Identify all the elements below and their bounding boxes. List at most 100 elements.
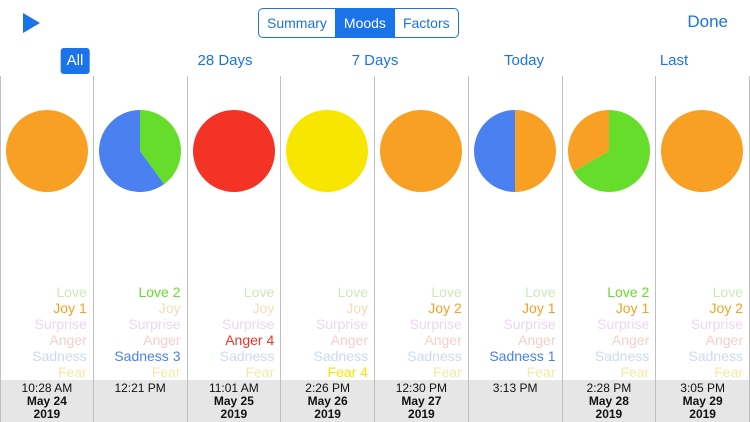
mood-entry-column[interactable]: Love Joy 1 Surprise Anger Sadness 1 Fear bbox=[469, 76, 563, 380]
filter-7-days[interactable]: 7 Days bbox=[351, 52, 399, 69]
mood-pie-chart bbox=[98, 110, 181, 192]
entry-year: 2019 bbox=[220, 407, 248, 421]
mood-label-sadness: Sadness bbox=[32, 348, 87, 364]
mood-label-anger: Anger bbox=[518, 332, 556, 348]
filter-today[interactable]: Today bbox=[503, 52, 545, 69]
mood-label-list: Love 2 Joy 1 Surprise Anger Sadness Fear bbox=[595, 284, 649, 380]
mood-label-sadness: Sadness bbox=[407, 348, 462, 364]
mood-label-fear: Fear bbox=[432, 364, 462, 380]
filter-all[interactable]: All bbox=[60, 48, 90, 74]
mood-label-fear: Fear bbox=[57, 364, 87, 380]
mood-label-love: Love bbox=[56, 284, 87, 300]
mood-label-love: Love 2 bbox=[607, 284, 650, 300]
mood-label-surprise: Surprise bbox=[690, 316, 743, 332]
pie-slice-love bbox=[572, 110, 650, 192]
mood-entry-column[interactable]: Love 2 Joy Surprise Anger Sadness 3 Fear bbox=[94, 76, 188, 380]
mood-label-fear: Fear bbox=[151, 364, 181, 380]
entry-date: May 27 bbox=[401, 394, 442, 408]
entry-time: 10:28 AM bbox=[21, 381, 73, 395]
mood-label-love: Love bbox=[712, 284, 743, 300]
mood-label-sadness: Sadness 3 bbox=[114, 348, 181, 364]
entry-date: May 24 bbox=[26, 394, 67, 408]
pie-slice-joy bbox=[567, 110, 609, 172]
filter-last[interactable]: Last bbox=[659, 52, 689, 69]
mood-label-list: Love Joy 1 Surprise Anger Sadness Fear bbox=[32, 284, 86, 380]
pie-slice-joy bbox=[514, 110, 556, 192]
mood-label-love: Love bbox=[243, 284, 275, 300]
mood-pie-chart bbox=[192, 110, 275, 192]
mood-label-fear: Fear bbox=[714, 364, 743, 380]
entry-datetime-cell: 11:01 AM May 25 2019 bbox=[188, 380, 282, 422]
mood-label-anger: Anger bbox=[705, 332, 743, 348]
mood-label-sadness: Sadness 1 bbox=[489, 348, 556, 364]
entry-datetime-cell: 3:13 PM bbox=[469, 380, 563, 422]
mood-label-list: Love Joy 2 Surprise Anger Sadness Fear bbox=[407, 284, 461, 380]
mood-entry-column[interactable]: Love 2 Joy 1 Surprise Anger Sadness Fear bbox=[563, 76, 657, 380]
mood-label-joy: Joy 1 bbox=[522, 300, 556, 316]
mood-label-list: Love Joy Surprise Anger Sadness Fear 4 bbox=[314, 284, 368, 380]
mood-entry-column[interactable]: Love Joy 2 Surprise Anger Sadness Fear bbox=[375, 76, 469, 380]
mood-label-sadness: Sadness bbox=[219, 348, 275, 364]
mood-pie-chart bbox=[6, 110, 88, 192]
pie-slice-sadness bbox=[98, 110, 164, 192]
mood-label-anger: Anger 4 bbox=[225, 332, 275, 348]
mood-entry-column[interactable]: Love Joy Surprise Anger Sadness Fear 4 bbox=[281, 76, 375, 380]
mood-pie-chart bbox=[380, 110, 462, 192]
mood-label-surprise: Surprise bbox=[34, 316, 87, 332]
mood-pie-chart bbox=[661, 110, 744, 192]
entry-date-footer: 10:28 AM May 24 2019 12:21 PM 11:01 AM May 25… bbox=[0, 380, 750, 422]
entry-datetime-cell: 3:05 PM May 29 2019 bbox=[656, 380, 750, 422]
mood-label-sadness: Sadness bbox=[688, 348, 743, 364]
mood-label-list: Love Joy Surprise Anger 4 Sadness Fear bbox=[220, 284, 274, 380]
done-button[interactable]: Done bbox=[687, 12, 728, 31]
entry-datetime-cell: 12:21 PM bbox=[94, 380, 188, 422]
entry-date: May 28 bbox=[588, 394, 629, 408]
entry-time: 3:05 PM bbox=[680, 381, 725, 395]
entry-year: 2019 bbox=[689, 407, 716, 421]
pie-slice-anger bbox=[192, 110, 275, 192]
entry-year: 2019 bbox=[33, 407, 61, 421]
mood-label-list: Love 2 Joy Surprise Anger Sadness 3 Fear bbox=[114, 284, 180, 380]
pie-slice-sadness bbox=[473, 110, 515, 192]
filter-28-days[interactable]: 28 Days bbox=[197, 52, 253, 69]
entry-datetime-cell: 10:28 AM May 24 2019 bbox=[0, 380, 94, 422]
play-icon[interactable] bbox=[20, 12, 42, 34]
mood-label-joy: Joy 1 bbox=[615, 300, 650, 316]
mood-pie-chart bbox=[567, 110, 650, 192]
mood-entry-column[interactable]: Love Joy 1 Surprise Anger Sadness Fear bbox=[0, 76, 94, 380]
entry-time: 2:26 PM bbox=[305, 381, 350, 395]
entry-time: 11:01 AM bbox=[208, 381, 259, 395]
entry-year: 2019 bbox=[595, 407, 623, 421]
entry-datetime-cell: 2:26 PM May 26 2019 bbox=[281, 380, 375, 422]
mood-label-anger: Anger bbox=[143, 332, 181, 348]
mood-label-surprise: Surprise bbox=[315, 316, 368, 332]
entry-datetime-cell: 2:28 PM May 28 2019 bbox=[563, 380, 657, 422]
segment-factors[interactable]: Factors bbox=[402, 15, 450, 31]
mood-label-love: Love 2 bbox=[138, 284, 181, 300]
mood-label-surprise: Surprise bbox=[503, 316, 556, 332]
entry-time: 12:30 PM bbox=[395, 381, 448, 395]
mood-label-love: Love bbox=[431, 284, 462, 300]
mood-label-joy: Joy 1 bbox=[53, 300, 87, 316]
entry-date: May 29 bbox=[682, 394, 723, 408]
mood-entry-column[interactable]: Love Joy Surprise Anger 4 Sadness Fear bbox=[188, 76, 282, 380]
mood-label-love: Love bbox=[337, 284, 368, 300]
entry-time: 2:28 PM bbox=[586, 381, 632, 395]
pie-slice-joy bbox=[380, 110, 462, 192]
entry-datetime-cell: 12:30 PM May 27 2019 bbox=[375, 380, 469, 422]
segment-summary[interactable]: Summary bbox=[259, 9, 336, 37]
mood-entry-column[interactable]: Love Joy 2 Surprise Anger Sadness Fear bbox=[656, 76, 750, 380]
mood-label-anger: Anger bbox=[330, 332, 368, 348]
mood-label-list: Love Joy 1 Surprise Anger Sadness 1 Fear bbox=[489, 284, 555, 380]
mood-label-joy: Joy 2 bbox=[428, 300, 462, 316]
mood-label-anger: Anger bbox=[611, 332, 650, 348]
mood-label-joy: Joy bbox=[158, 300, 181, 316]
segment-moods[interactable]: Moods bbox=[335, 9, 395, 37]
time-filter-bar: All 28 Days 7 Days Today Last bbox=[0, 44, 750, 76]
mood-label-sadness: Sadness bbox=[313, 348, 368, 364]
mood-label-fear: Fear bbox=[620, 364, 650, 380]
mood-label-surprise: Surprise bbox=[597, 316, 650, 332]
mood-label-joy: Joy bbox=[346, 300, 368, 316]
mood-label-fear: Fear bbox=[526, 364, 556, 380]
